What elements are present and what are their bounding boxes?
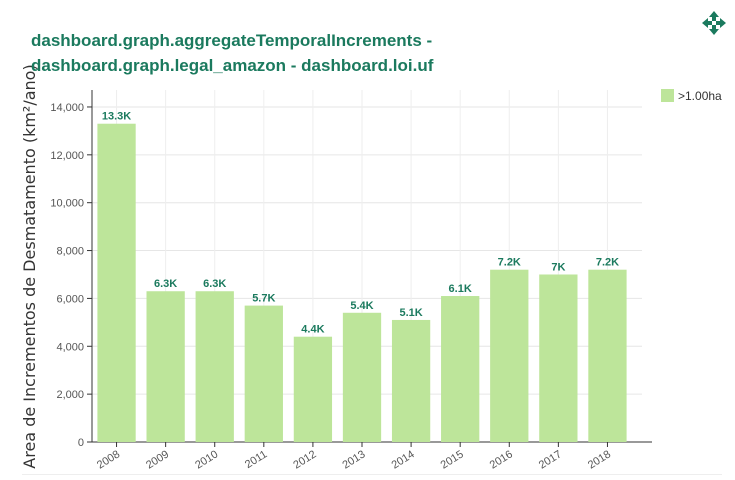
- x-tick-label: 2018: [586, 448, 613, 471]
- y-tick-label: 10,000: [50, 198, 84, 210]
- legend-swatch[interactable]: [661, 89, 674, 102]
- bar-value-label: 4.4K: [301, 324, 324, 336]
- bar-value-label: 7.2K: [596, 257, 619, 269]
- bar-value-label: 6.3K: [203, 278, 226, 290]
- bar-value-label: 13.3K: [102, 111, 131, 123]
- y-axis-title: Area de Incrementos de Desmatamento (km²…: [20, 64, 39, 468]
- x-tick-label: 2011: [243, 448, 269, 471]
- bar[interactable]: [97, 123, 136, 443]
- bar[interactable]: [539, 274, 578, 442]
- bar[interactable]: [146, 291, 185, 442]
- bar[interactable]: [244, 305, 283, 442]
- x-tick-label: 2010: [193, 448, 220, 471]
- x-tick-label: 2015: [439, 448, 466, 471]
- bar-value-label: 6.3K: [154, 278, 177, 290]
- legend[interactable]: >1.00ha: [661, 89, 722, 103]
- chart-title: dashboard.graph.aggregateTemporalIncreme…: [31, 31, 434, 75]
- x-tick-label: 2016: [488, 448, 515, 471]
- bar[interactable]: [293, 336, 333, 442]
- y-tick-labels: 0 2,000 4,000 6,000 8,000 10,000 12,000 14,000: [50, 102, 84, 449]
- y-tick-label: 2,000: [56, 389, 84, 401]
- x-tick-label: 2009: [144, 448, 171, 471]
- bar-value-label: 6.1K: [449, 283, 472, 295]
- bar-value-label: 7K: [551, 261, 565, 273]
- x-tick-label: 2008: [95, 448, 122, 471]
- move-arrows-icon[interactable]: [700, 9, 728, 37]
- x-tick-label: 2012: [291, 448, 318, 471]
- bar[interactable]: [441, 296, 480, 442]
- bar-series: [97, 123, 627, 443]
- y-tick-label: 4,000: [56, 341, 84, 353]
- bar[interactable]: [490, 269, 529, 442]
- legend-label[interactable]: >1.00ha: [678, 89, 722, 103]
- bar[interactable]: [342, 312, 382, 442]
- bar[interactable]: [195, 291, 234, 442]
- y-tick-label: 12,000: [50, 150, 84, 162]
- x-tick-label: 2017: [537, 448, 564, 471]
- y-tick-label: 0: [78, 437, 84, 449]
- panel-bottom-border: [22, 474, 722, 475]
- x-tick-label: 2013: [340, 448, 367, 471]
- bar-value-label: 5.4K: [350, 300, 373, 312]
- bar-data-labels: 13.3K 6.3K 6.3K 5.7K 4.4K 5.4K 5.1K 6.1K 7.2K 7K 7…: [102, 111, 619, 336]
- y-tick-label: 6,000: [56, 293, 84, 305]
- x-tick-labels: 2008 2009 2010 2011 2012 2013 2014 2015 2016 2017…: [95, 448, 613, 471]
- y-tick-label: 8,000: [56, 246, 84, 258]
- bar[interactable]: [391, 319, 431, 442]
- bar-value-label: 5.7K: [252, 293, 275, 305]
- bar[interactable]: [588, 269, 627, 442]
- bar-value-label: 5.1K: [399, 307, 422, 319]
- y-tick-label: 14,000: [50, 102, 84, 114]
- x-tick-label: 2014: [390, 448, 417, 471]
- bar-value-label: 7.2K: [498, 257, 521, 269]
